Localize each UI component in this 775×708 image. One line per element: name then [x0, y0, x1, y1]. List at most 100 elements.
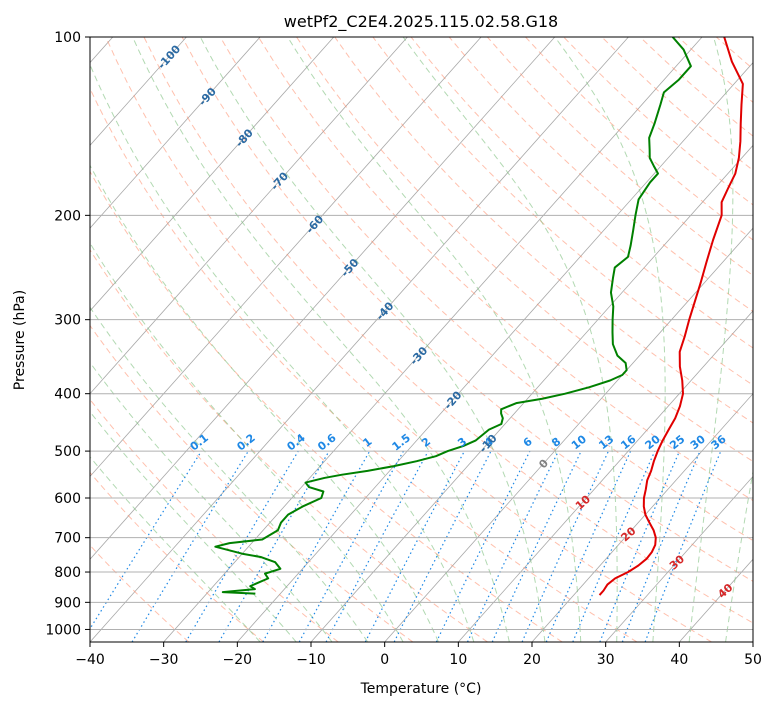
- moist-adiabat-line: [90, 361, 333, 642]
- x-tick-label: −40: [75, 652, 105, 668]
- mixing-ratio-label: 16: [618, 432, 638, 452]
- isotherm-line: [90, 37, 556, 560]
- dry-adiabat-line: [372, 37, 753, 386]
- isotherm-line: [90, 37, 187, 146]
- dry-adiabat-line: [334, 37, 753, 424]
- dry-adiabat-line: [296, 37, 753, 462]
- x-axis-ticks: −40 −30 −20 −10 0 10 20 30 40 50: [75, 642, 762, 668]
- mixing-ratio-line: [185, 450, 299, 642]
- mixing-ratio-line: [644, 450, 722, 642]
- moist-adiabat-line: [725, 469, 753, 642]
- dry-adiabat-line: [410, 37, 753, 349]
- y-tick-label: 800: [54, 565, 81, 581]
- dry-adiabat-line: [486, 37, 753, 277]
- isotherm-line: [310, 144, 753, 642]
- dry-adiabat-line: [90, 544, 190, 642]
- mixing-ratio-line: [599, 450, 681, 642]
- dry-adiabat-line: [219, 37, 753, 542]
- dry-adiabat-line: [639, 37, 753, 137]
- dry-adiabat-line: [90, 87, 638, 642]
- y-tick-label: 500: [54, 444, 81, 460]
- y-tick-label: 200: [54, 208, 81, 224]
- isotherm-line: [90, 37, 335, 312]
- dry-adiabat-line: [90, 324, 414, 642]
- dry-adiabat-line: [90, 398, 339, 642]
- mixing-ratio-line: [435, 450, 531, 642]
- x-tick-label: −20: [223, 652, 253, 668]
- isotherm-line: [90, 37, 408, 395]
- mixing-ratio-line: [218, 450, 330, 642]
- moist-adiabat-line: [90, 242, 404, 642]
- isotherm-line: [605, 475, 753, 642]
- x-tick-label: 30: [597, 652, 615, 668]
- mixing-ratio-label: 25: [667, 433, 687, 453]
- isotherm-line: [531, 393, 753, 642]
- mixing-ratio-line: [325, 450, 429, 642]
- moist-adiabat-line: [199, 37, 546, 642]
- mixing-ratio-label: 6: [521, 435, 535, 450]
- y-tick-label: 300: [54, 313, 81, 329]
- moist-adiabat-line: [554, 37, 666, 642]
- x-tick-label: 0: [380, 652, 389, 668]
- pressure-grid: [90, 37, 753, 630]
- isotherm-line: [237, 61, 753, 642]
- dry-adiabat-label: -100: [155, 42, 183, 71]
- moist-adiabat-line: [132, 37, 510, 642]
- moist-adiabat-line: [688, 37, 734, 642]
- moist-adiabat-line: [90, 456, 261, 642]
- mixing-ratio-line: [131, 450, 249, 642]
- moist-adiabat-line: [90, 410, 297, 642]
- x-tick-label: 50: [744, 652, 762, 668]
- y-axis-ticks: 100 200 300 400 500 600 700 800 900 1000: [45, 30, 90, 638]
- y-tick-label: 700: [54, 531, 81, 547]
- isotherm-line: [90, 37, 261, 229]
- dry-adiabat-line: [677, 37, 753, 103]
- y-tick-label: 900: [54, 595, 81, 611]
- isotherm-line: [752, 641, 753, 642]
- mixing-ratio-line: [545, 450, 632, 642]
- x-tick-label: −10: [296, 652, 326, 668]
- mixing-ratio-line: [466, 450, 559, 642]
- mixing-ratio-label: 10: [569, 432, 589, 452]
- chart-title: wetPf2_C2E4.2025.115.02.58.G18: [284, 12, 558, 32]
- mixing-ratio-label: 8: [549, 435, 563, 450]
- dry-adiabat-line: [257, 37, 753, 502]
- dry-adiabat-line: [90, 170, 563, 642]
- dry-adiabat-line: [90, 248, 488, 642]
- x-tick-label: 40: [670, 652, 688, 668]
- dry-adiabat-line: [90, 471, 264, 642]
- x-tick-label: 10: [449, 652, 467, 668]
- background-lines: [90, 37, 753, 642]
- dry-adiabat-line: [601, 37, 753, 171]
- y-tick-label: 400: [54, 387, 81, 403]
- mixing-ratio-label: 30: [688, 432, 708, 452]
- mixing-ratio-line: [491, 450, 582, 642]
- isotherm-line: [90, 37, 482, 478]
- x-tick-label: −30: [149, 652, 179, 668]
- moist-adiabat-line: [287, 37, 582, 642]
- profiles: [214, 37, 744, 596]
- mixing-ratio-label: 36: [709, 432, 729, 452]
- isotherm-line: [458, 310, 753, 642]
- temperature-profile-line: [598, 37, 744, 596]
- isotherm-line: [384, 227, 753, 642]
- moist-adiabat-line: [90, 164, 439, 642]
- mixing-ratio-label: 1.5: [390, 431, 413, 453]
- dry-adiabat-line: [715, 37, 753, 70]
- mixing-ratio-label: 13: [596, 433, 616, 453]
- mixing-ratio-label: 20: [643, 432, 663, 452]
- mixing-ratio-label: 0.1: [188, 431, 211, 453]
- dry-adiabat-line: [448, 37, 753, 313]
- mixing-ratio-line: [621, 450, 701, 642]
- y-tick-label: 600: [54, 491, 81, 507]
- mixing-ratio-label: 0.6: [315, 431, 339, 453]
- dewpoint-profile-line: [214, 37, 692, 595]
- moist-adiabat-line: [90, 63, 475, 642]
- x-axis-label: Temperature (°C): [360, 681, 482, 697]
- mixing-ratio-label: 0.2: [234, 431, 257, 453]
- plot-frame: [89, 36, 754, 643]
- y-axis-label: Pressure (hPa): [12, 290, 28, 390]
- mixing-ratio-line: [298, 450, 404, 642]
- dry-adiabat-line: [143, 37, 753, 624]
